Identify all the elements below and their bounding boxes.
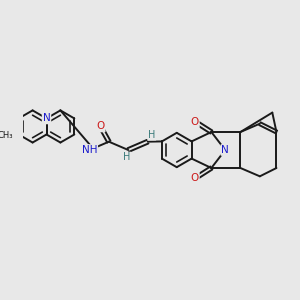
Text: H: H xyxy=(123,152,130,163)
Text: O: O xyxy=(190,117,199,127)
Text: NH: NH xyxy=(82,145,97,155)
Text: N: N xyxy=(43,113,50,123)
Text: H: H xyxy=(148,130,155,140)
Text: O: O xyxy=(97,122,105,131)
Text: O: O xyxy=(190,173,199,183)
Text: N: N xyxy=(221,145,229,155)
Text: CH₃: CH₃ xyxy=(0,131,13,140)
